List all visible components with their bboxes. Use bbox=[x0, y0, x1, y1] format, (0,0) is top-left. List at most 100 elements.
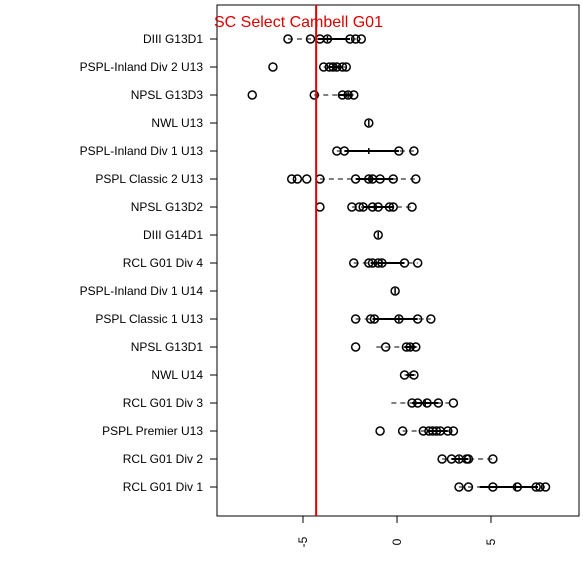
category-labels: DIII G13D1 PSPL-Inland Div 2 U13 NPSL G13D… bbox=[80, 32, 217, 494]
data-point bbox=[535, 482, 545, 492]
data-point bbox=[337, 90, 348, 100]
data-point bbox=[373, 258, 383, 268]
data-point bbox=[350, 342, 361, 352]
data-point bbox=[422, 398, 432, 408]
data-point bbox=[412, 314, 423, 324]
data-point bbox=[448, 426, 459, 436]
data-point bbox=[433, 398, 444, 408]
category-label: PSPL-Inland Div 1 U13 bbox=[80, 144, 204, 158]
data-point bbox=[349, 258, 359, 268]
data-point bbox=[356, 34, 367, 44]
data-point bbox=[431, 426, 442, 436]
data-point bbox=[390, 286, 400, 296]
category-label: NPSL G13D1 bbox=[131, 340, 204, 354]
data-point bbox=[412, 398, 423, 408]
data-point bbox=[394, 314, 404, 324]
category-label: PSPL-Inland Div 1 U14 bbox=[80, 284, 204, 298]
data-point bbox=[388, 174, 398, 184]
data-point bbox=[292, 174, 303, 184]
data-point bbox=[426, 314, 436, 324]
data-point bbox=[375, 174, 385, 184]
data-point bbox=[364, 174, 374, 184]
data-point bbox=[365, 314, 376, 324]
data-point bbox=[322, 34, 333, 44]
data-point bbox=[399, 258, 410, 268]
data-point bbox=[488, 482, 498, 492]
data-point bbox=[540, 482, 551, 492]
data-point bbox=[318, 62, 329, 72]
data-point bbox=[349, 90, 359, 100]
category-label: DIII G13D1 bbox=[143, 32, 203, 46]
data-point bbox=[401, 342, 412, 352]
data-point bbox=[345, 34, 355, 44]
data-point bbox=[437, 454, 447, 464]
data-point bbox=[339, 146, 350, 156]
data-point bbox=[286, 174, 297, 184]
data-point bbox=[328, 62, 338, 72]
category-label: PSPL Classic 1 U13 bbox=[95, 312, 203, 326]
category-label: RCL G01 Div 2 bbox=[123, 452, 204, 466]
data-point bbox=[364, 258, 374, 268]
data-point bbox=[512, 482, 523, 492]
data-point bbox=[407, 398, 417, 408]
data-point bbox=[418, 426, 429, 436]
data-point bbox=[409, 146, 419, 156]
chart-title: SC Select Cambell G01 bbox=[214, 14, 383, 31]
data-point bbox=[375, 426, 385, 436]
data-point bbox=[309, 90, 320, 100]
data-point bbox=[412, 258, 423, 268]
category-label: PSPL-Inland Div 2 U13 bbox=[80, 60, 204, 74]
data-point bbox=[409, 370, 419, 380]
x-tick-label: 5 bbox=[484, 538, 498, 545]
data-point bbox=[337, 62, 348, 72]
data-point bbox=[369, 314, 380, 324]
data-point bbox=[405, 342, 415, 352]
category-label: PSPL Classic 2 U13 bbox=[95, 172, 203, 186]
data-point bbox=[399, 370, 410, 380]
data-point bbox=[373, 230, 383, 240]
category-label: PSPL Premier U13 bbox=[102, 424, 203, 438]
plot-frame bbox=[216, 4, 580, 517]
data-point bbox=[407, 202, 417, 212]
data-point bbox=[463, 482, 474, 492]
data-point bbox=[341, 62, 351, 72]
data-point bbox=[350, 34, 361, 44]
data-point bbox=[350, 314, 361, 324]
category-label: NWL U14 bbox=[151, 368, 203, 382]
data-point bbox=[364, 118, 374, 128]
data-point bbox=[394, 146, 404, 156]
data-point bbox=[283, 34, 293, 44]
data-point bbox=[302, 174, 312, 184]
data-point bbox=[358, 202, 368, 212]
category-label: DIII G14D1 bbox=[143, 228, 203, 242]
data-point bbox=[247, 90, 257, 100]
data-point bbox=[454, 482, 464, 492]
data-point bbox=[411, 342, 421, 352]
category-label: NPSL G13D2 bbox=[131, 200, 204, 214]
chart-marks bbox=[247, 34, 551, 492]
x-tick-label: 0 bbox=[390, 538, 404, 545]
data-point bbox=[488, 454, 498, 464]
data-point bbox=[343, 90, 353, 100]
data-point bbox=[268, 62, 278, 72]
data-point bbox=[367, 258, 378, 268]
data-point bbox=[531, 482, 541, 492]
category-label: RCL G01 Div 3 bbox=[123, 396, 204, 410]
category-label: RCL G01 Div 1 bbox=[123, 480, 204, 494]
data-point bbox=[380, 342, 391, 352]
data-point bbox=[463, 454, 474, 464]
data-point bbox=[448, 398, 459, 408]
data-point bbox=[377, 258, 387, 268]
data-point bbox=[354, 202, 365, 212]
data-point bbox=[305, 34, 316, 44]
data-point bbox=[350, 174, 361, 184]
category-label: NWL U13 bbox=[151, 116, 203, 130]
data-point bbox=[373, 202, 383, 212]
data-point bbox=[367, 202, 378, 212]
x-tick-label: -5 bbox=[296, 536, 310, 547]
data-point bbox=[443, 426, 453, 436]
x-axis: -5 0 5 bbox=[296, 515, 498, 547]
data-point bbox=[411, 174, 421, 184]
category-label: NPSL G13D3 bbox=[131, 88, 204, 102]
